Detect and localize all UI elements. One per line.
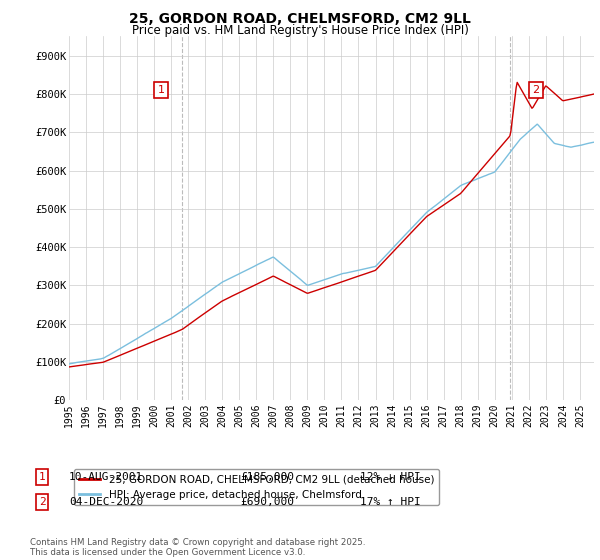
Text: 04-DEC-2020: 04-DEC-2020 xyxy=(69,497,143,507)
Text: £690,000: £690,000 xyxy=(240,497,294,507)
Text: 10-AUG-2001: 10-AUG-2001 xyxy=(69,472,143,482)
Text: 12% ↓ HPI: 12% ↓ HPI xyxy=(360,472,421,482)
Text: Price paid vs. HM Land Registry's House Price Index (HPI): Price paid vs. HM Land Registry's House … xyxy=(131,24,469,36)
Text: Contains HM Land Registry data © Crown copyright and database right 2025.
This d: Contains HM Land Registry data © Crown c… xyxy=(30,538,365,557)
Text: 2: 2 xyxy=(38,497,46,507)
Text: 17% ↑ HPI: 17% ↑ HPI xyxy=(360,497,421,507)
Text: 25, GORDON ROAD, CHELMSFORD, CM2 9LL: 25, GORDON ROAD, CHELMSFORD, CM2 9LL xyxy=(129,12,471,26)
Legend: 25, GORDON ROAD, CHELMSFORD, CM2 9LL (detached house), HPI: Average price, detac: 25, GORDON ROAD, CHELMSFORD, CM2 9LL (de… xyxy=(74,469,439,505)
Text: 2: 2 xyxy=(532,85,539,95)
Text: 1: 1 xyxy=(38,472,46,482)
Text: 1: 1 xyxy=(158,85,165,95)
Text: £185,000: £185,000 xyxy=(240,472,294,482)
